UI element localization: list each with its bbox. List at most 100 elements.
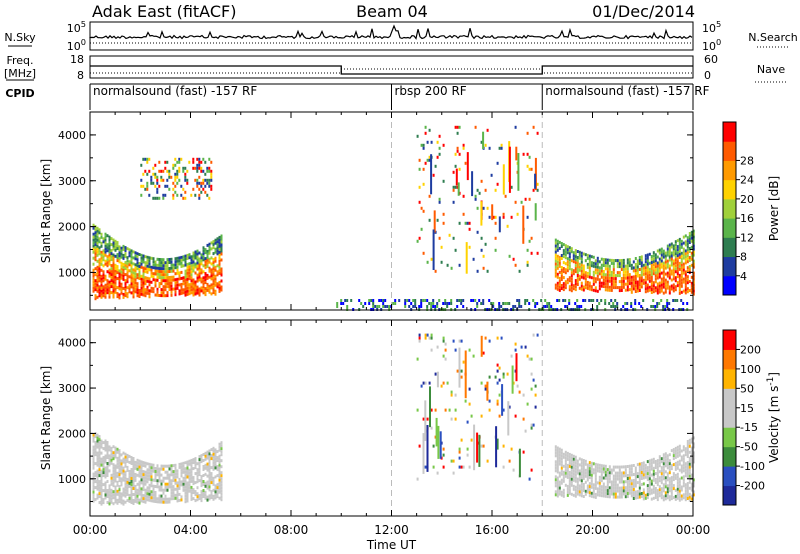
echo-cell [130, 258, 133, 262]
echo-cell [596, 305, 599, 308]
echo-cell [668, 249, 671, 253]
echo-cell [218, 466, 221, 470]
echo-cell [488, 339, 491, 343]
echo-cell [156, 190, 159, 194]
echo-cell [132, 487, 135, 490]
echo-cell [614, 274, 617, 278]
echo-cell [626, 267, 629, 271]
echo-cell [690, 236, 693, 240]
echo-cell [102, 279, 105, 283]
echo-cell [116, 253, 119, 257]
echo-cell [98, 486, 101, 490]
echo-cell [156, 272, 159, 276]
echo-cell [692, 232, 695, 236]
echo-cell [170, 266, 173, 270]
echo-cell [662, 486, 665, 490]
echo-cell [122, 493, 125, 497]
echo-cell [110, 258, 113, 262]
echo-cell [672, 472, 675, 476]
echo-cell [126, 468, 129, 472]
echo-cell [662, 267, 665, 271]
echo-cell [610, 270, 613, 274]
echo-cell [624, 495, 627, 499]
echo-cell [120, 267, 123, 271]
echo-cell [672, 487, 675, 491]
echo-cell [688, 256, 691, 259]
echo-cell [174, 487, 177, 491]
echo-cell [196, 252, 199, 256]
echo-cell [586, 265, 589, 269]
echo-cell [176, 265, 179, 269]
echo-cell [220, 258, 223, 262]
echo-cell [600, 299, 603, 302]
echo-cell [558, 299, 561, 302]
echo-cell [562, 494, 565, 498]
echo-cell [686, 287, 689, 291]
echo-cell [630, 275, 633, 279]
echo-cell [662, 261, 665, 265]
echo-cell [690, 458, 693, 462]
echo-cell [368, 299, 371, 302]
echo-cell [92, 289, 95, 293]
echo-cell [690, 254, 693, 258]
echo-cell [648, 465, 651, 469]
echo-cell [554, 241, 557, 245]
echo-cell [182, 258, 185, 262]
echo-cell [574, 473, 577, 477]
echo-cell [688, 247, 691, 250]
echo-cell [558, 258, 561, 262]
echo-cell [568, 479, 571, 483]
echo-cell [140, 496, 143, 500]
echo-cell [682, 463, 685, 467]
echo-cell [654, 253, 657, 257]
echo-cell [580, 470, 583, 474]
echo-cell [96, 295, 99, 299]
nsearch-label: N.Search [748, 31, 798, 44]
echo-cell [132, 286, 135, 290]
echo-cell [518, 305, 521, 308]
echo-cell [166, 258, 169, 262]
echo-cell [140, 463, 143, 467]
echo-cell [218, 454, 221, 458]
echo-cell [626, 276, 629, 280]
echo-cell [578, 262, 581, 266]
echo-cell [570, 280, 573, 284]
echo-cell [152, 469, 155, 473]
echo-cell [154, 278, 157, 282]
echo-cell [554, 268, 557, 272]
echo-cell [184, 497, 187, 501]
echo-cell [588, 299, 591, 302]
echo-cell [684, 288, 687, 292]
echo-cell [664, 482, 667, 486]
echo-cell [98, 273, 101, 277]
echo-cell [202, 288, 205, 292]
echo-cell [556, 491, 559, 495]
echo-cell [108, 490, 111, 494]
echo-cell [174, 172, 177, 176]
echo-cell [154, 272, 157, 276]
echo-cell [648, 480, 651, 484]
echo-cell [668, 465, 671, 469]
echo-cell [586, 280, 589, 284]
echo-cell [176, 160, 179, 164]
echo-cell [554, 262, 557, 266]
echo-cell [608, 492, 611, 496]
echo-cell [100, 295, 103, 299]
echo-cell [206, 450, 209, 454]
echo-cell [110, 452, 113, 456]
echo-cell [188, 468, 191, 472]
echo-cell [142, 275, 145, 279]
echo-cell [660, 247, 663, 251]
echo-cell [486, 206, 489, 210]
echo-cell [624, 276, 627, 280]
echo-cell [462, 146, 465, 150]
echo-cell [158, 264, 161, 267]
echo-cell [214, 241, 217, 245]
echo-cell [534, 302, 537, 305]
echo-cell [166, 273, 169, 277]
echo-cell [554, 286, 557, 290]
echo-cell [208, 181, 211, 185]
echo-cell [656, 302, 659, 305]
echo-cell [108, 484, 111, 488]
echo-cell [556, 458, 559, 462]
